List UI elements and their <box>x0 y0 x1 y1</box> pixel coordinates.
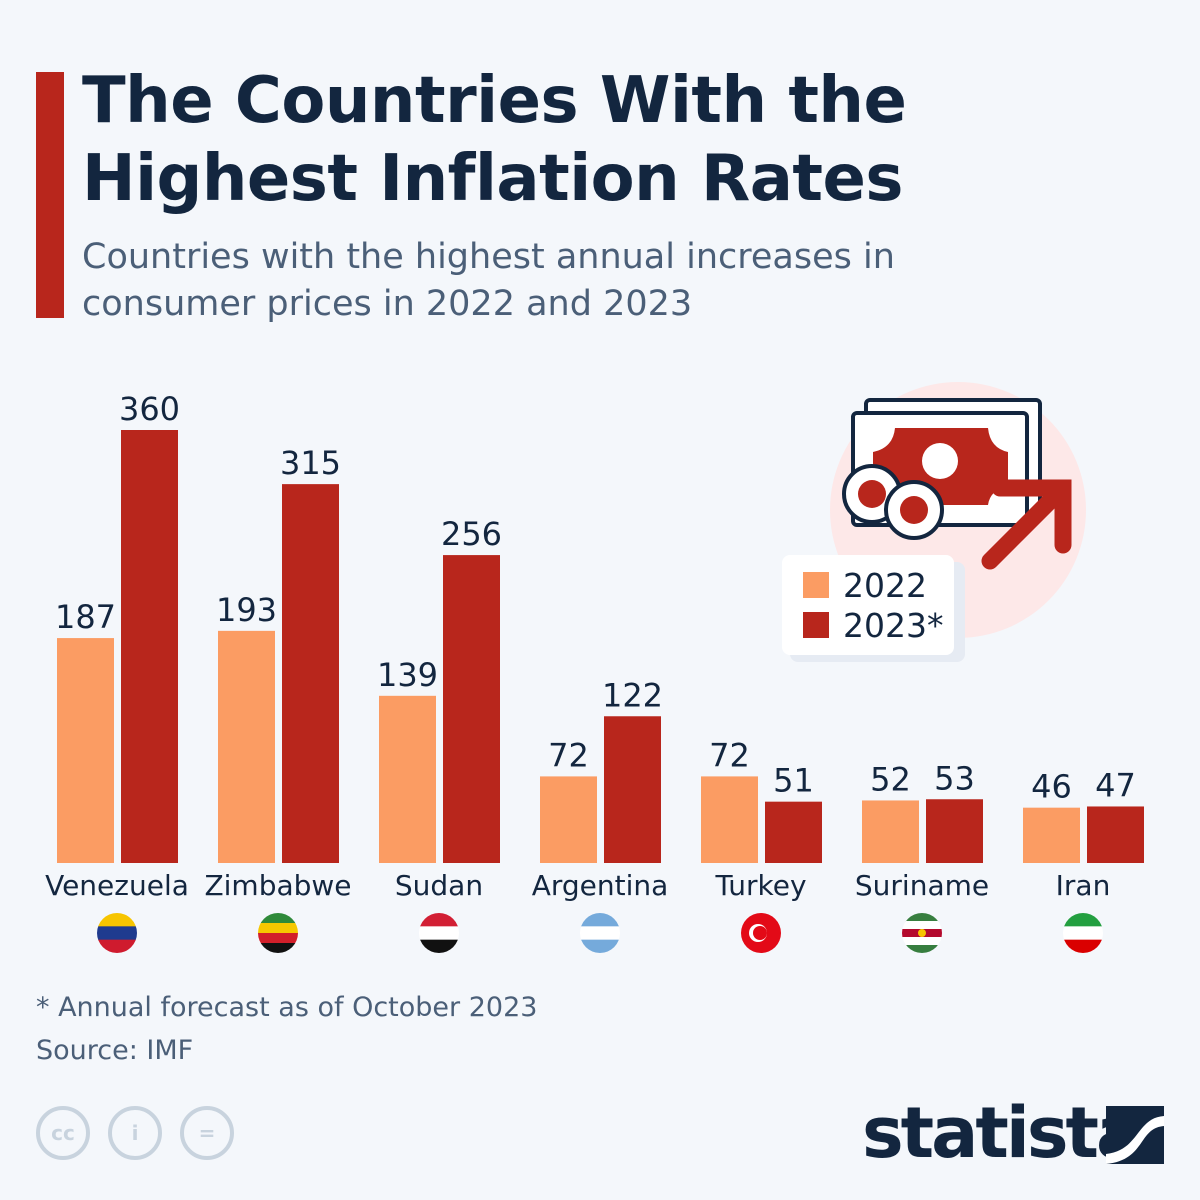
data-label: 53 <box>934 759 975 797</box>
flag-argentina-icon <box>580 926 620 941</box>
category-label: Suriname <box>855 869 989 902</box>
category-label: Turkey <box>714 869 806 902</box>
title-accent-bar <box>36 72 64 318</box>
flag-zimbabwe-icon <box>258 923 298 934</box>
bar-sudan-2022 <box>379 695 436 863</box>
data-label: 360 <box>119 390 180 428</box>
data-label: 72 <box>709 736 750 774</box>
statista-logo[interactable]: statista <box>862 1092 1143 1174</box>
data-label: 47 <box>1095 766 1136 804</box>
data-label: 187 <box>55 598 116 636</box>
data-label: 46 <box>1031 768 1072 806</box>
flag-sudan-icon <box>419 939 459 953</box>
flag-venezuela-icon <box>97 913 137 927</box>
flag-suriname-icon <box>902 937 942 946</box>
data-label: 122 <box>602 676 663 714</box>
flag-venezuela-icon <box>97 926 137 941</box>
bar-argentina-2022 <box>540 776 597 863</box>
bar-sudan-2023 <box>443 555 500 863</box>
data-label: 315 <box>280 444 341 482</box>
data-label: 193 <box>216 591 277 629</box>
bar-argentina-2023 <box>604 716 661 863</box>
no-derivatives-icon[interactable]: = <box>180 1106 234 1160</box>
flag-suriname-icon <box>902 913 942 922</box>
flag-iran-icon <box>1063 926 1103 941</box>
flag-crescent <box>753 926 767 940</box>
legend: 2022 2023* <box>782 555 965 662</box>
category-label: Sudan <box>395 869 483 902</box>
data-label: 256 <box>441 515 502 553</box>
flag-argentina-icon <box>580 913 620 927</box>
flag-sudan-icon <box>419 926 459 941</box>
bar-iran-2022 <box>1023 807 1080 863</box>
cc-icon[interactable]: cc <box>36 1106 90 1160</box>
category-label: Zimbabwe <box>204 869 351 902</box>
flag-sudan-icon <box>419 913 459 927</box>
flag-suriname-icon <box>902 945 942 953</box>
data-label: 139 <box>377 656 438 694</box>
bar-venezuela-2023 <box>121 430 178 863</box>
footnote: * Annual forecast as of October 2023 <box>36 992 538 1023</box>
legend-label-2023: 2023* <box>843 606 943 645</box>
category-label: Iran <box>1056 869 1111 902</box>
flag-zimbabwe-icon <box>258 913 298 924</box>
bar-suriname-2022 <box>862 800 919 863</box>
bar-turkey-2022 <box>701 776 758 863</box>
flag-star <box>918 929 926 937</box>
legend-label-2022: 2022 <box>843 566 927 605</box>
bar-zimbabwe-2022 <box>218 630 275 863</box>
legend-swatch-2022 <box>803 572 829 598</box>
category-label: Venezuela <box>45 869 189 902</box>
bar-chart: 2022 2023* 187 360 Venezuela 193 315 Zimbabwe… <box>45 382 1144 953</box>
attribution-icon[interactable]: i <box>108 1106 162 1160</box>
flag-iran-icon <box>1063 913 1103 927</box>
flag-iran-icon <box>1063 939 1103 953</box>
bar-turkey-2023 <box>765 801 822 863</box>
flag-argentina-icon <box>580 939 620 953</box>
flag-zimbabwe-icon <box>258 943 298 953</box>
source: Source: IMF <box>36 1035 194 1066</box>
legend-swatch-2023 <box>803 612 829 638</box>
category-label: Argentina <box>532 869 669 902</box>
bar-zimbabwe-2023 <box>282 484 339 863</box>
flag-venezuela-icon <box>97 939 137 953</box>
data-label: 51 <box>773 762 814 800</box>
flag-suriname-icon <box>902 921 942 930</box>
data-label: 52 <box>870 760 911 798</box>
bar-suriname-2023 <box>926 799 983 863</box>
flag-zimbabwe-icon <box>258 933 298 944</box>
bar-venezuela-2022 <box>57 638 114 863</box>
data-label: 72 <box>548 736 589 774</box>
chart-title: The Countries With the Highest Inflation… <box>82 64 907 216</box>
chart-subtitle: Countries with the highest annual increa… <box>82 237 895 324</box>
statista-logo-mark <box>1106 1106 1164 1164</box>
bar-iran-2023 <box>1087 806 1144 863</box>
